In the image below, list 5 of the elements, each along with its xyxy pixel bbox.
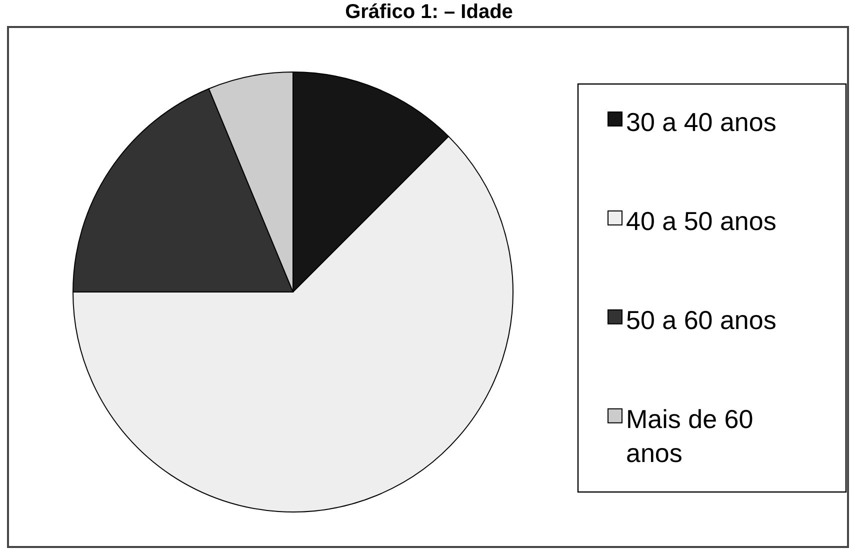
legend-label: 40 a 50 anos: [626, 206, 776, 236]
chart-title: Gráfico 1: – Idade: [345, 1, 513, 23]
legend-label: Mais de 60 anos: [626, 404, 754, 468]
legend-label: 50 a 60 anos: [626, 304, 776, 335]
legend-label: 30 a 40 anos: [626, 106, 776, 137]
